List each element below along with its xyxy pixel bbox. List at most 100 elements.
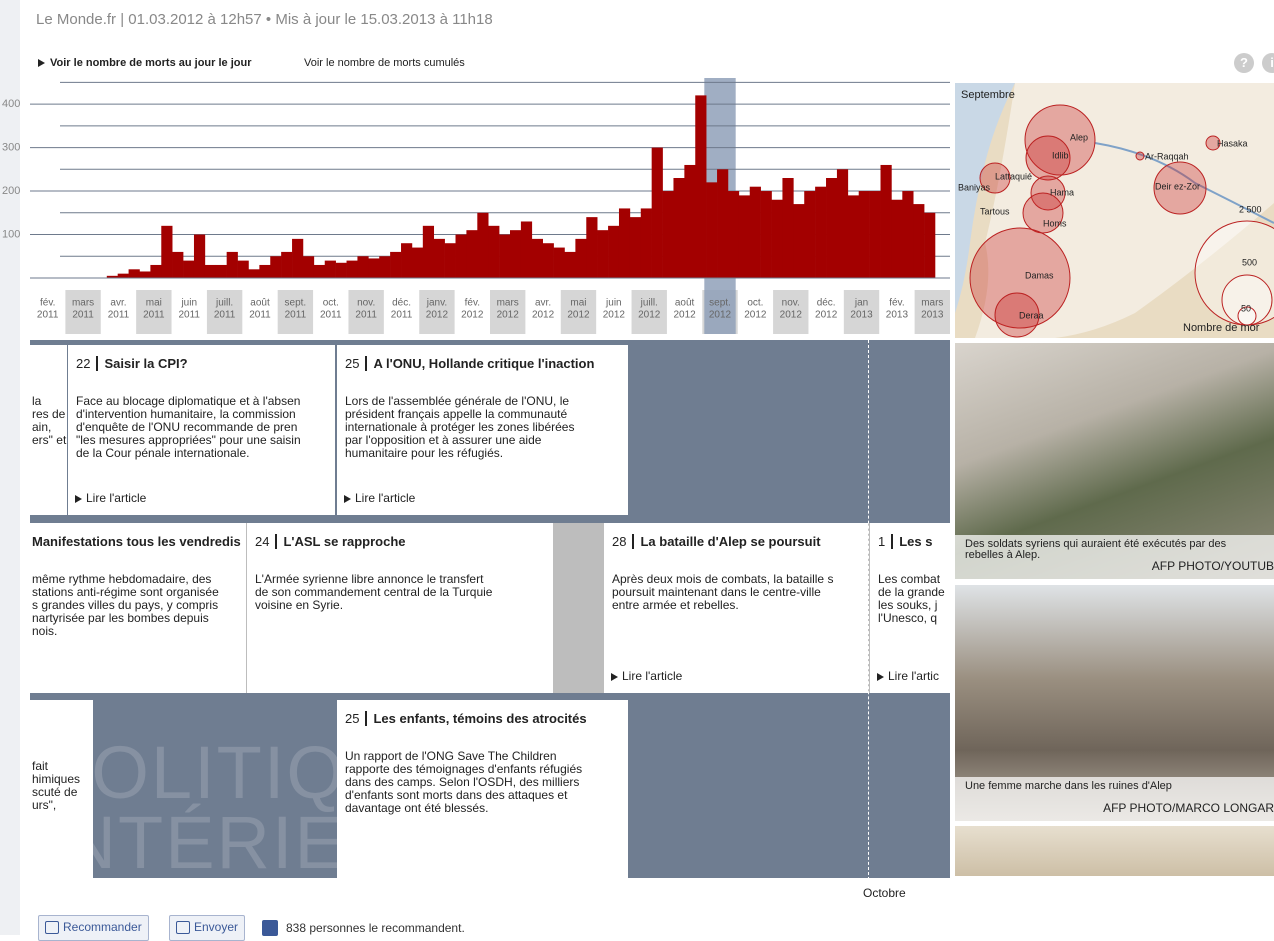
photo[interactable]: Des soldats syriens qui auraient été exé…: [955, 343, 1274, 579]
card-body: même rythme hebdomadaire, desstations an…: [32, 573, 219, 638]
bar: [575, 239, 586, 278]
bar: [826, 178, 837, 278]
article-link[interactable]: Lire l'artic: [888, 670, 939, 683]
photo-credit: AFP PHOTO/YOUTUB: [1152, 559, 1274, 573]
toggle-daily[interactable]: Voir le nombre de morts au jour le jour: [38, 57, 252, 69]
bar: [466, 230, 477, 278]
bar: [772, 200, 783, 278]
bar: [706, 182, 717, 278]
x-tick-label: 2011: [285, 310, 307, 321]
bar: [292, 239, 303, 278]
x-tick-label: 2011: [214, 310, 236, 321]
bar: [118, 274, 129, 278]
card-body: lares deain,ers" et: [32, 395, 66, 447]
bar: [423, 226, 434, 278]
x-tick-label: avr.: [110, 298, 126, 309]
help-button[interactable]: i: [1262, 53, 1274, 73]
card-line: nois.: [32, 625, 219, 638]
x-tick-label: 2013: [850, 310, 873, 321]
toggle-cumulative[interactable]: Voir le nombre de morts cumulés: [304, 57, 465, 69]
bar: [695, 95, 706, 278]
bar: [913, 204, 924, 278]
y-tick-label: 300: [2, 141, 20, 153]
bar: [456, 235, 467, 278]
bar: [347, 261, 358, 278]
x-tick-label: déc.: [817, 298, 836, 309]
bar: [227, 252, 238, 278]
bar: [902, 191, 913, 278]
bar: [401, 243, 412, 278]
photo-credit: AFP PHOTO/MARCO LONGAR: [1103, 801, 1274, 815]
bar: [815, 187, 826, 278]
city-label: Ar-Raqqah: [1145, 151, 1189, 161]
bar: [652, 148, 663, 278]
bar: [488, 226, 499, 278]
card-heading: 25Les enfants, témoins des atrocités: [345, 712, 587, 725]
card-line: entre armée et rebelles.: [612, 599, 833, 612]
recommend-button[interactable]: Recommander: [38, 915, 149, 941]
x-tick-label: 2012: [603, 310, 626, 321]
help-button[interactable]: ?: [1234, 53, 1254, 73]
x-tick-label: 2012: [497, 310, 520, 321]
bar: [183, 261, 194, 278]
bar: [597, 230, 608, 278]
bar: [619, 208, 630, 278]
photo[interactable]: Une femme marche dans les ruines d'Alep …: [955, 585, 1274, 821]
x-tick-label: nov.: [782, 298, 800, 309]
card-title: L'ASL se rapproche: [283, 534, 405, 549]
x-tick-label: 2012: [638, 310, 661, 321]
bar: [314, 265, 325, 278]
x-tick-label: 2011: [391, 310, 413, 321]
x-tick-label: janv.: [426, 298, 447, 309]
x-tick-label: août: [675, 298, 695, 309]
page: Le Monde.fr | 01.03.2012 à 12h57 • Mis à…: [0, 0, 1274, 935]
card-title: Manifestations tous les vendredis: [32, 534, 241, 549]
bar: [543, 243, 554, 278]
map-title: Septembre: [961, 89, 1015, 101]
bar: [194, 235, 205, 278]
x-tick-label: 2011: [72, 310, 94, 321]
x-tick-label: mars: [72, 298, 94, 309]
card-body: Face au blocage diplomatique et à l'abse…: [76, 395, 301, 460]
article-link[interactable]: Lire l'article: [355, 492, 415, 505]
bar: [303, 256, 314, 278]
bar: [630, 217, 641, 278]
chart: fév.2011mars2011avr.2011mai2011juin2011j…: [0, 78, 955, 336]
timeline-row: Manifestations tous les vendredis même ry…: [30, 523, 950, 693]
article-link[interactable]: Lire l'article: [86, 492, 146, 505]
bar: [804, 191, 815, 278]
bar: [761, 191, 772, 278]
city-label: Deraa: [1019, 310, 1044, 320]
x-tick-label: 2011: [143, 310, 165, 321]
x-tick-label: jan: [854, 298, 868, 309]
bar: [793, 204, 804, 278]
bar: [684, 165, 695, 278]
bar: [270, 256, 281, 278]
x-tick-label: 2012: [461, 310, 484, 321]
card-day: 28: [612, 534, 634, 549]
bar: [532, 239, 543, 278]
x-tick-label: 2012: [815, 310, 838, 321]
x-tick-label: avr.: [535, 298, 551, 309]
x-tick-label: fév.: [889, 298, 904, 309]
send-button[interactable]: Envoyer: [169, 915, 245, 941]
bar: [891, 200, 902, 278]
photo[interactable]: [955, 826, 1274, 876]
card-body: Lors de l'assemblée générale de l'ONU, l…: [345, 395, 574, 460]
y-tick-label: 200: [2, 185, 20, 197]
event-card: lares deain,ers" et: [30, 345, 67, 515]
bar: [586, 217, 597, 278]
card-heading: 1Les s: [878, 535, 932, 548]
city-label: Hama: [1050, 187, 1074, 197]
legend-label: 2 500: [1239, 204, 1262, 214]
x-tick-label: oct.: [323, 298, 339, 309]
x-tick-label: mai: [146, 298, 162, 309]
article-link[interactable]: Lire l'article: [622, 670, 682, 683]
bar: [739, 195, 750, 278]
bar: [379, 256, 390, 278]
bar: [663, 191, 674, 278]
bar: [248, 269, 259, 278]
bar: [717, 169, 728, 278]
